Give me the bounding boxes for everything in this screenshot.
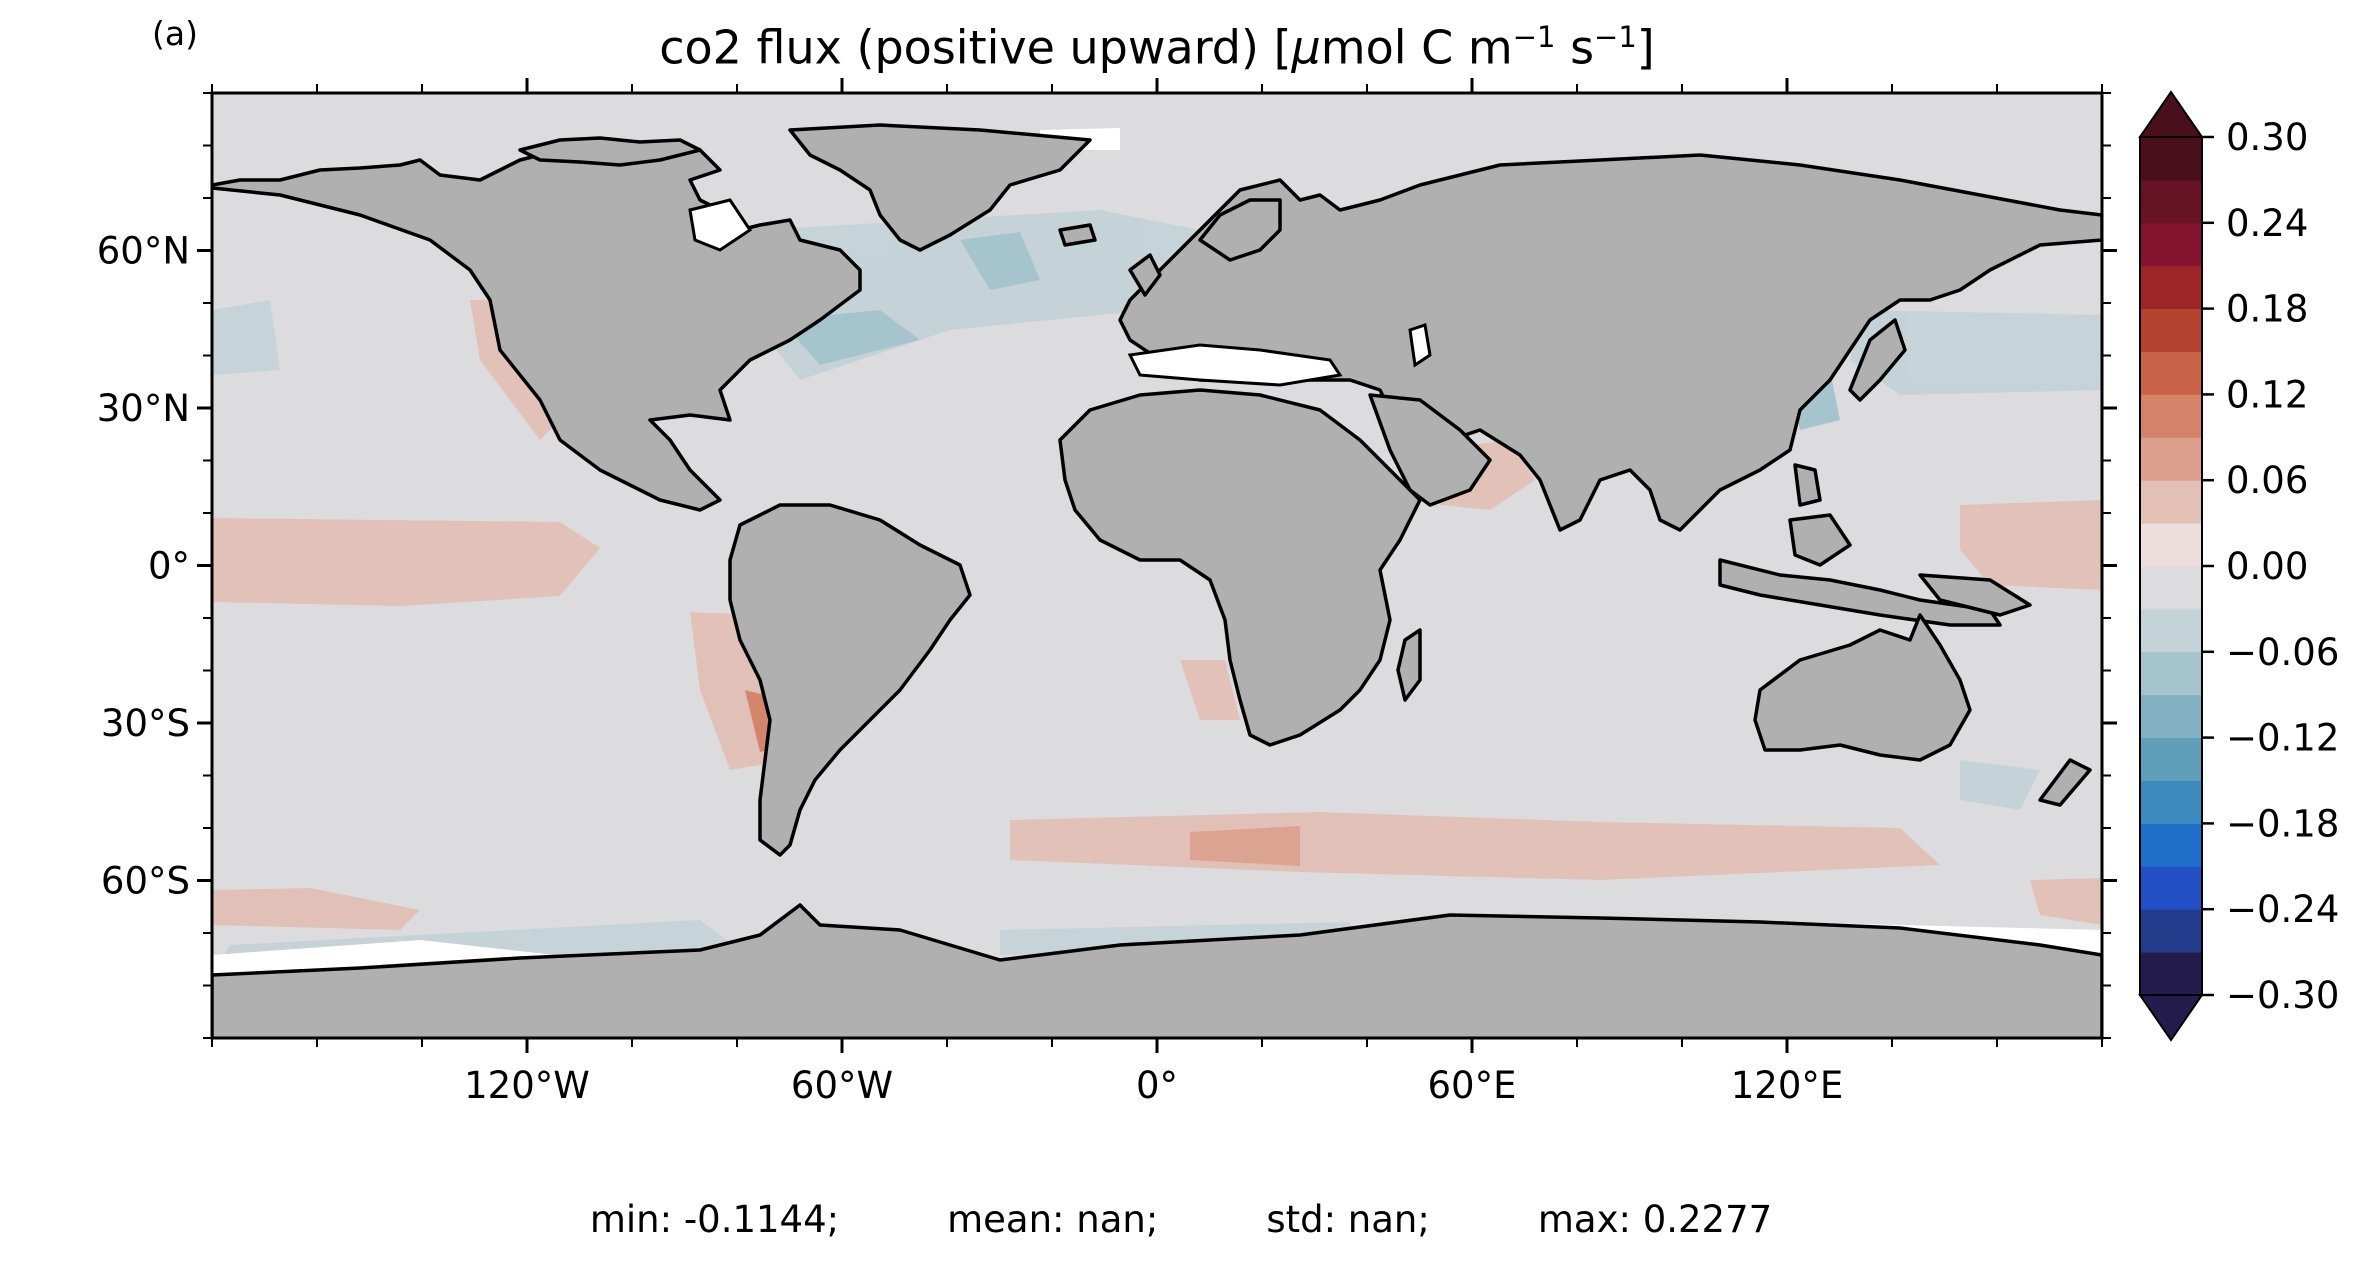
colorbar-segment	[2140, 909, 2202, 953]
axis-ticks	[197, 78, 2117, 1053]
colorbar-segment	[2140, 137, 2202, 181]
colorbar-segment	[2140, 823, 2202, 867]
x-tick-label: 0°	[1136, 1064, 1178, 1107]
inland-water	[688, 198, 1432, 387]
y-tick-label: 30°N	[97, 387, 190, 430]
mediterranean	[1127, 343, 1343, 387]
stat-min: min: -0.1144;	[589, 1198, 840, 1241]
borneo	[1788, 513, 1852, 567]
indonesia	[1718, 558, 2002, 627]
colorbar-tick-label: 0.12	[2226, 373, 2308, 416]
colorbar-segment	[2140, 308, 2202, 352]
antarctica	[212, 903, 2102, 1038]
x-tick-label: 120°E	[1731, 1064, 1844, 1107]
colorbar-segment	[2140, 394, 2202, 438]
title-text: co2 flux (positive upward) [	[659, 20, 1292, 75]
scandinavia	[1198, 198, 1282, 262]
colorbar-tick-label: 0.30	[2226, 116, 2308, 159]
flux-patch-south-atlantic	[2030, 878, 2102, 925]
y-tick-label: 0°	[148, 545, 190, 588]
colorbar-segment	[2140, 737, 2202, 781]
colorbar	[2138, 90, 2214, 1042]
colorbar-tick-label: −0.30	[2226, 974, 2339, 1017]
colorbar-segment	[2140, 866, 2202, 910]
colorbar-extend-bottom	[2138, 994, 2204, 1042]
colorbar-segment	[2140, 523, 2202, 567]
map-title: co2 flux (positive upward) [μmol C m−1 s…	[212, 20, 2102, 74]
colorbar-segment	[2140, 780, 2202, 824]
y-tick-label: 60°N	[97, 230, 190, 273]
colorbar-tick-label: 0.00	[2226, 545, 2308, 588]
australia	[1753, 613, 1972, 762]
madagascar	[1396, 628, 1422, 702]
stat-std: std: nan;	[1266, 1198, 1430, 1241]
x-tick-label: 120°W	[464, 1064, 590, 1107]
flux-patch-eq-pacific	[212, 518, 600, 606]
colorbar-tick-labels: 0.30 0.24 0.18 0.12 0.06 0.00 −0.06 −0.12 −0.18 −…	[2226, 116, 2339, 1017]
greenland	[788, 123, 1092, 252]
arabian-peninsula	[1368, 393, 1492, 507]
hudson-bay	[688, 198, 753, 252]
title-unit: mol C m	[1320, 20, 1513, 75]
caspian-sea	[1408, 323, 1432, 368]
colorbar-tick-label: 0.18	[2226, 288, 2308, 331]
philippines	[1793, 463, 1822, 507]
title-mu: μ	[1291, 20, 1321, 75]
colorbar-segment	[2140, 952, 2202, 996]
colorbar-segment	[2140, 437, 2202, 481]
colorbar-segment	[2140, 222, 2202, 267]
british-isles	[1128, 253, 1162, 297]
flux-patch-benguela	[1180, 660, 1240, 720]
colorbar-segment	[2140, 566, 2202, 610]
title-exponent-1: −1	[1512, 20, 1556, 54]
stat-max: max: 0.2277	[1537, 1198, 1773, 1241]
colorbar-segment	[2140, 179, 2202, 224]
stat-mean: mean: nan;	[947, 1198, 1159, 1241]
africa	[1058, 388, 1422, 747]
new-guinea	[1918, 573, 2032, 617]
south-america	[728, 503, 972, 857]
y-tick-label: 30°S	[101, 702, 190, 745]
iceland	[1058, 223, 1097, 247]
flux-patch-southern-ocean	[1010, 812, 1940, 880]
flux-patch-ne-pacific	[212, 300, 280, 375]
panel-label: (a)	[152, 14, 198, 53]
colorbar-extend-top	[2138, 90, 2204, 138]
japan	[1848, 318, 1907, 402]
arctic-islands	[518, 136, 702, 167]
flux-patch-tasman	[1960, 760, 2040, 810]
title-unit-2: s	[1555, 20, 1595, 75]
x-tick-label: 60°W	[791, 1064, 893, 1107]
map-area	[212, 93, 2102, 1038]
x-tick-label: 60°E	[1428, 1064, 1517, 1107]
colorbar-tick-label: −0.12	[2226, 717, 2339, 760]
flux-patch-southern-ocean-core	[1190, 826, 1300, 866]
y-tick-label: 60°S	[101, 860, 190, 903]
colorbar-tick-label: −0.06	[2226, 631, 2339, 674]
stats-line: min: -0.1144; mean: nan; std: nan; max: 0.2…	[0, 1198, 2362, 1241]
title-exponent-2: −1	[1594, 20, 1637, 54]
title-close: ]	[1636, 20, 1655, 75]
new-zealand	[2038, 758, 2092, 807]
flux-patch-north-pacific	[1850, 310, 2102, 395]
colorbar-segment	[2140, 351, 2202, 395]
colorbar-segment	[2140, 480, 2202, 524]
colorbar-tick-label: −0.24	[2226, 888, 2339, 931]
colorbar-tick-label: 0.06	[2226, 459, 2308, 502]
flux-patch-south-pacific	[212, 888, 420, 930]
colorbar-segment	[2140, 608, 2202, 653]
colorbar-segment	[2140, 694, 2202, 739]
axis-tick-labels: 120°W 60°W 0° 60°E 120°E 60°N 30°N 0° 30°S 60°S	[97, 230, 1844, 1108]
colorbar-tick-label: 0.24	[2226, 202, 2308, 245]
flux-patch-gulf-stream	[960, 232, 1040, 290]
colorbar-segment	[2140, 265, 2202, 310]
colorbar-tick-label: −0.18	[2226, 802, 2339, 845]
land-masses	[212, 123, 2102, 1038]
flux-patch-eq-pacific-west	[1960, 500, 2102, 590]
colorbar-segment	[2140, 651, 2202, 696]
